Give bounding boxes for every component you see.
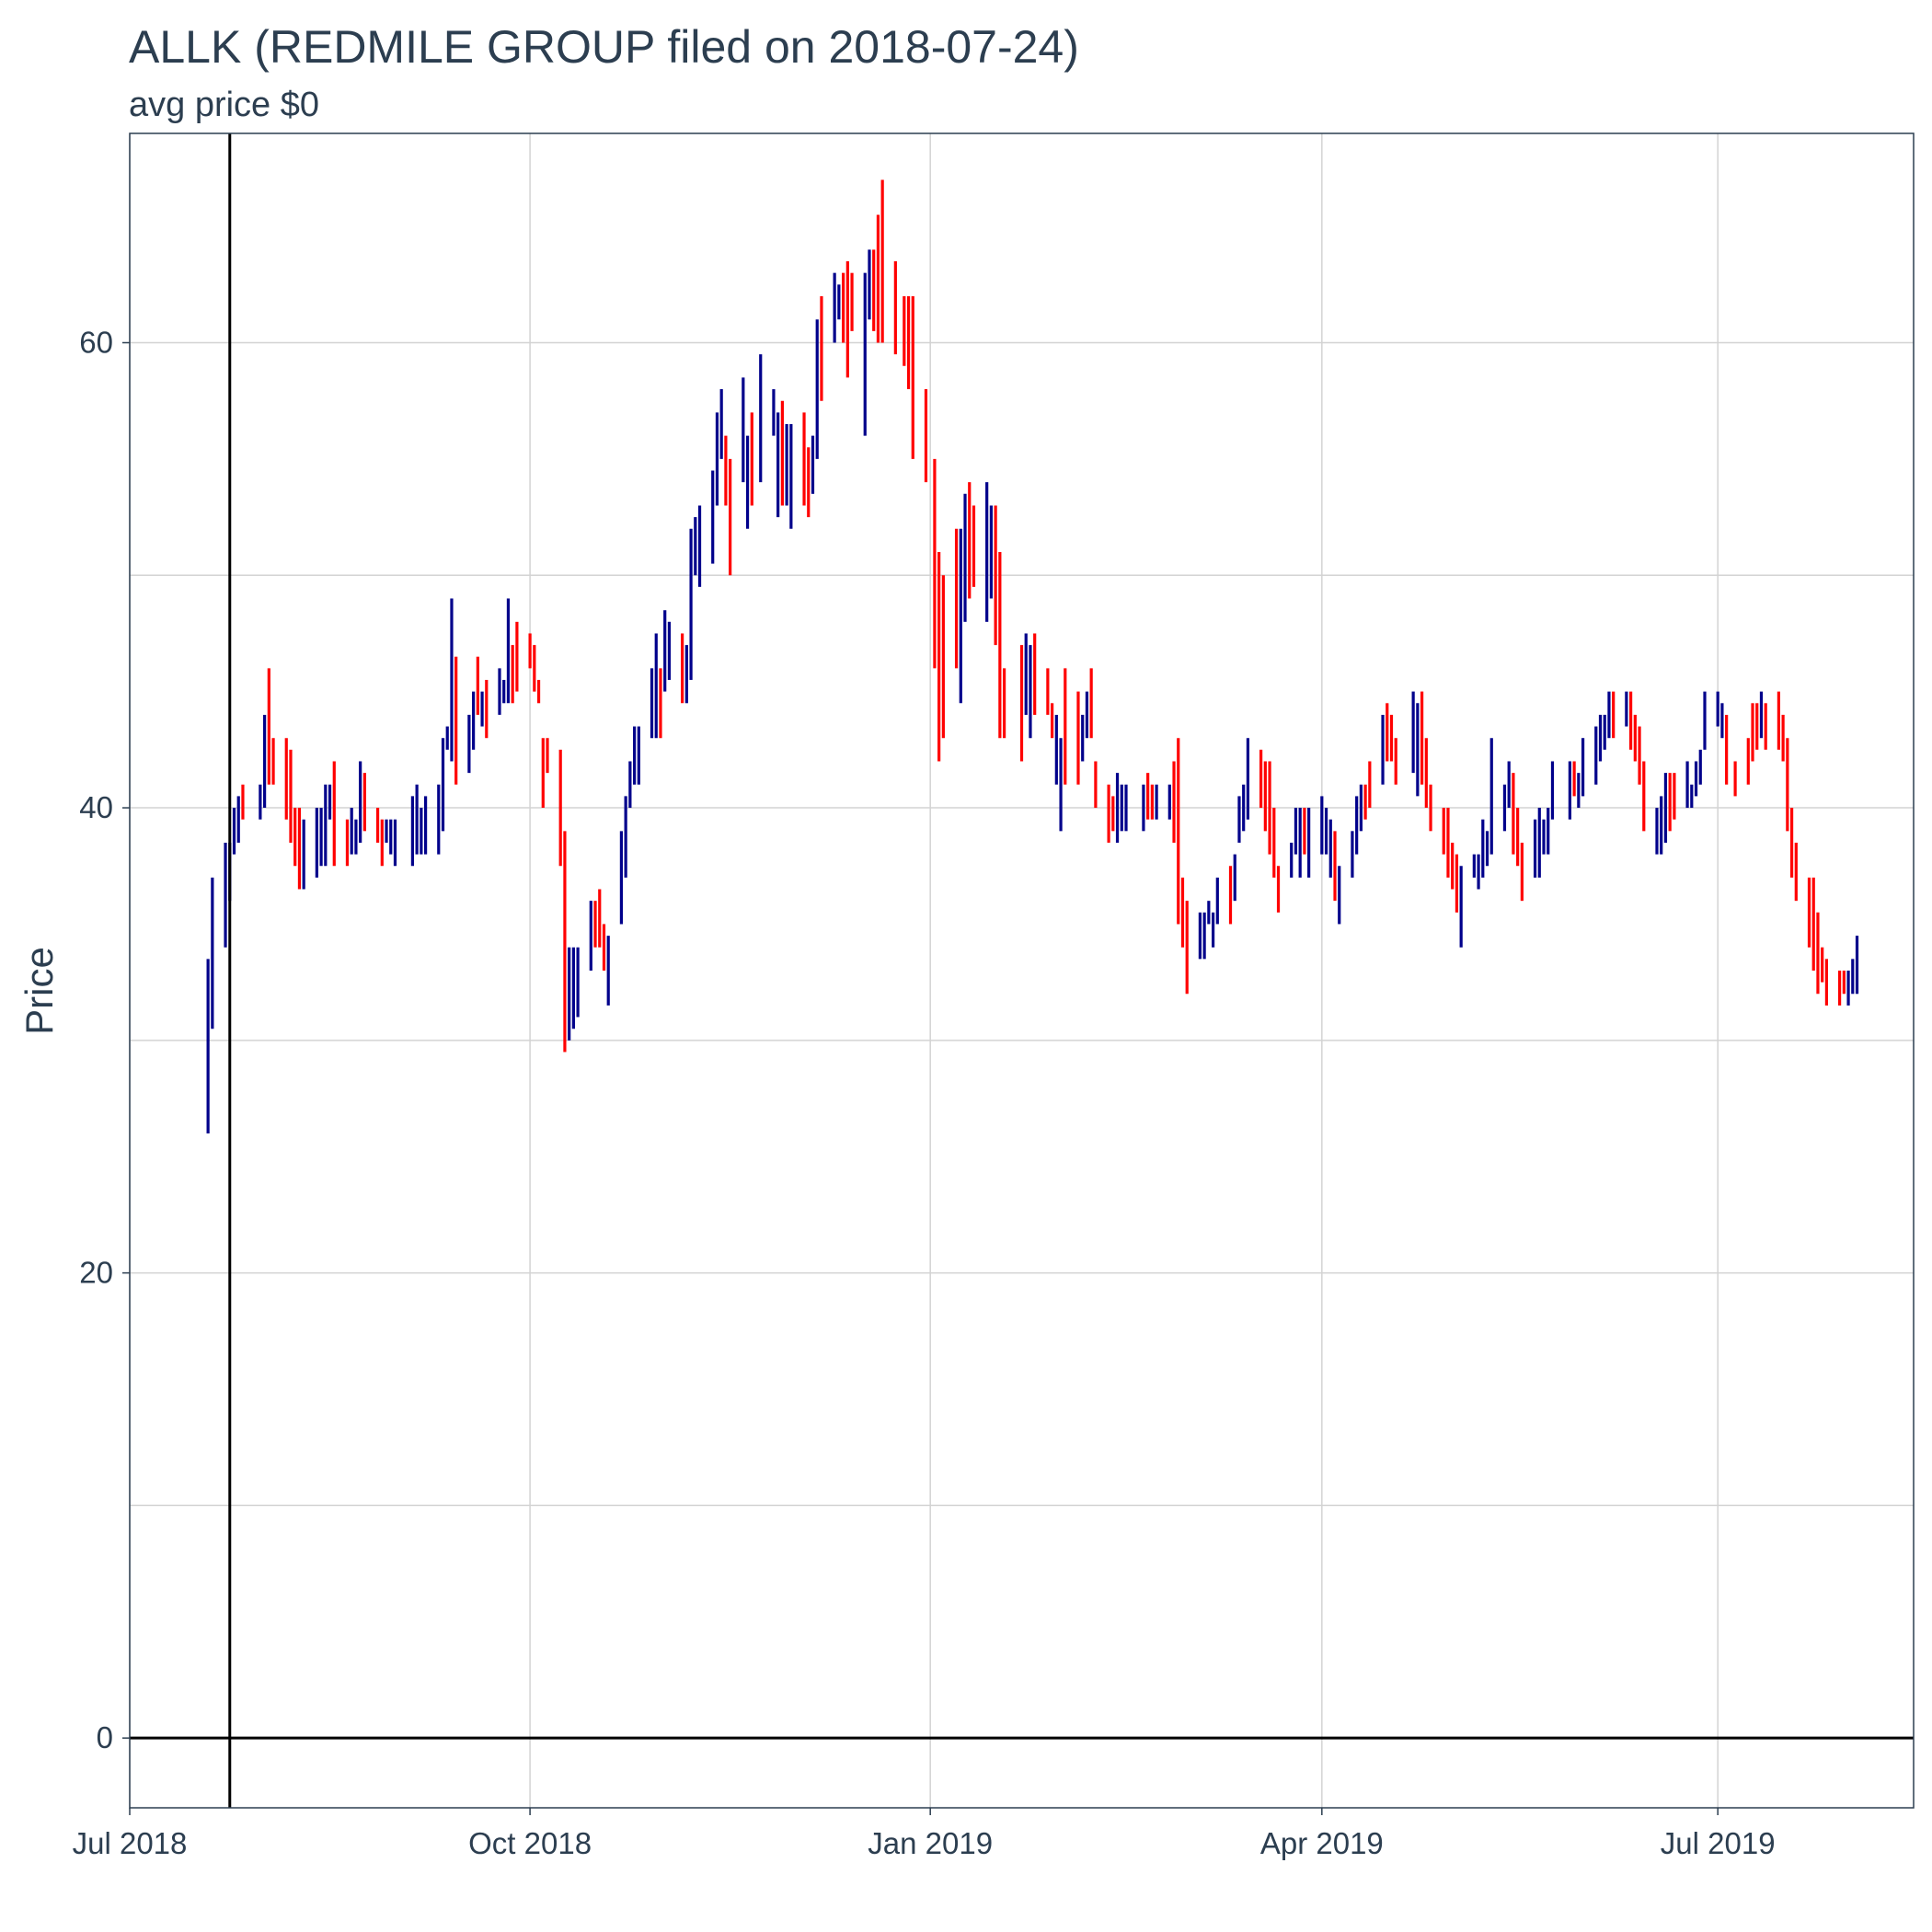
y-tick-label: 40 [79,790,113,824]
x-axis-ticks: Jul 2018 Oct 2018 Jan 2019 Apr 2019 Jul 2019 [73,1808,1776,1860]
reference-lines [130,133,1914,1808]
x-tick-label: Apr 2019 [1260,1826,1384,1860]
plot-border [129,132,1915,1809]
x-tick-label: Jul 2018 [73,1826,188,1860]
y-axis-ticks: 0 20 40 60 [79,326,130,1754]
grid-lines [129,133,1914,1808]
y-tick-label: 0 [97,1720,113,1754]
x-tick-label: Oct 2018 [468,1826,592,1860]
y-tick-label: 60 [79,326,113,360]
x-tick-label: Jul 2019 [1661,1826,1776,1860]
y-tick-label: 20 [79,1256,113,1290]
y-axis-label: Price [17,947,61,1035]
chart-subtitle: avg price $0 [129,86,319,124]
chart-title: ALLK (REDMILE GROUP filed on 2018-07-24) [129,21,1079,73]
x-tick-label: Jan 2019 [868,1826,993,1860]
price-bars [206,179,1859,1133]
